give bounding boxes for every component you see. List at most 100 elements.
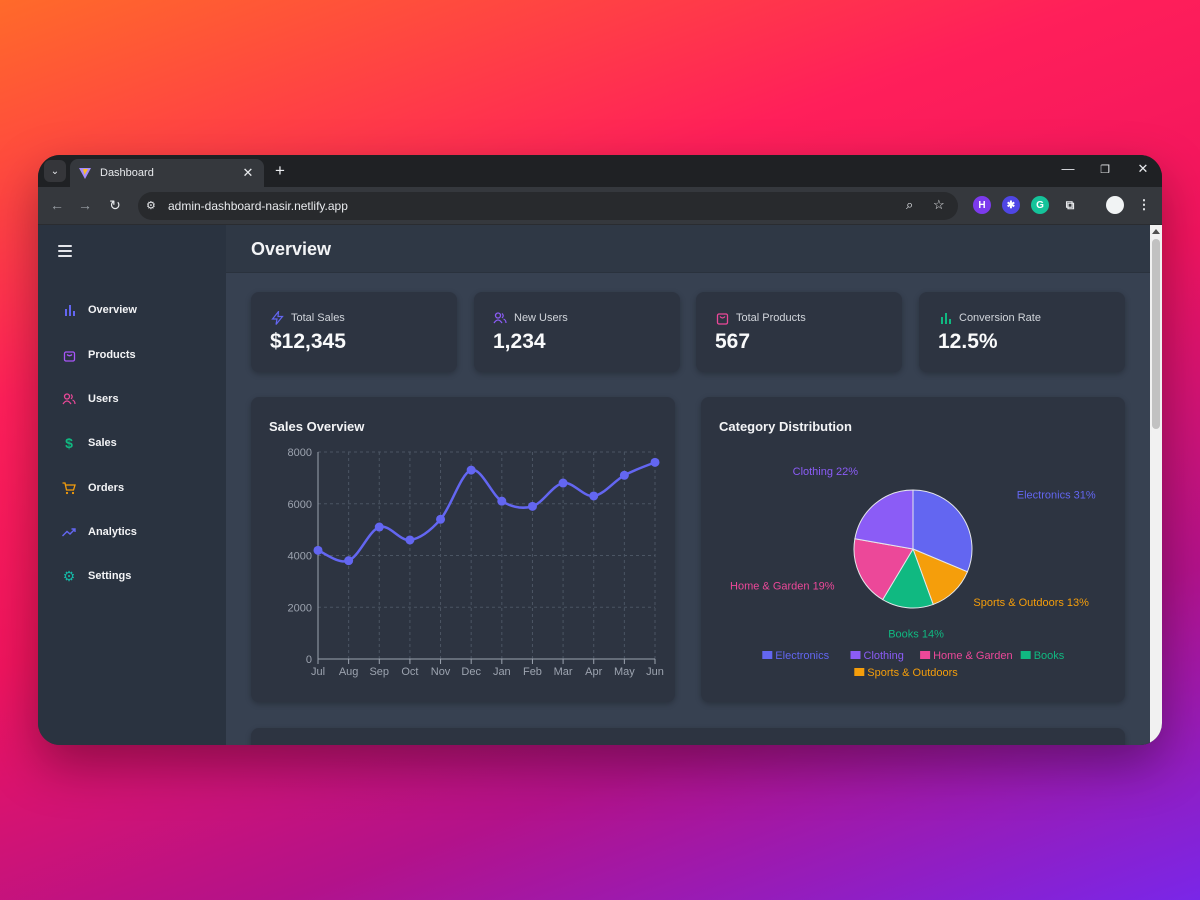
extension-icon[interactable]: ✱: [1002, 196, 1020, 214]
y-tick-label: 8000: [288, 447, 312, 459]
hamburger-menu-icon[interactable]: [58, 245, 72, 260]
profile-avatar[interactable]: [1106, 196, 1124, 214]
x-tick-label: Oct: [401, 666, 418, 678]
minimize-icon[interactable]: —: [1061, 161, 1075, 176]
x-tick-label: Feb: [523, 666, 542, 678]
legend-label: Electronics: [775, 650, 829, 662]
x-tick-label: Sep: [369, 666, 389, 678]
vertical-scrollbar[interactable]: [1150, 225, 1162, 745]
sidebar-item-analytics[interactable]: Analytics: [62, 522, 137, 542]
sidebar-item-users[interactable]: Users: [62, 389, 119, 409]
chart-title: Sales Overview: [269, 419, 365, 434]
x-tick-label: Aug: [339, 666, 359, 678]
shopping-bag-icon: [715, 311, 729, 325]
legend-label: Home & Garden: [933, 650, 1012, 662]
stat-label: Total Products: [736, 312, 806, 324]
main-content: Overview Total Sales $12,345 New Users: [226, 225, 1150, 745]
data-point: [344, 556, 354, 566]
pie-slice: [853, 538, 914, 601]
data-point: [313, 545, 323, 555]
bottom-section-card: [251, 728, 1125, 745]
browser-menu-icon[interactable]: ⋮: [1137, 197, 1151, 212]
sidebar-item-products[interactable]: Products: [62, 345, 136, 365]
bar-chart-icon: [938, 311, 952, 325]
sidebar-item-overview[interactable]: Overview: [62, 300, 137, 320]
sidebar-item-settings[interactable]: ⚙ Settings: [62, 566, 132, 586]
url-text[interactable]: admin-dashboard-nasir.netlify.app: [168, 199, 348, 213]
stat-value: $12,345: [270, 330, 346, 353]
pie-label: Home & Garden 19%: [730, 580, 835, 592]
gear-icon: ⚙: [62, 567, 76, 584]
data-point: [558, 478, 568, 488]
page-header: Overview: [226, 225, 1150, 273]
category-pie-chart: Electronics 31% Sports & Outdoors 13% Book…: [730, 466, 1096, 679]
scroll-up-arrow-icon[interactable]: [1152, 229, 1160, 234]
zap-icon: [270, 311, 284, 325]
stat-value: 567: [715, 330, 751, 353]
x-tick-label: Apr: [585, 666, 602, 678]
close-window-icon[interactable]: ✕: [1137, 161, 1149, 176]
sidebar-item-label: Products: [88, 349, 136, 361]
restore-icon[interactable]: ❐: [1100, 164, 1110, 176]
tab-dashboard[interactable]: Dashboard ✕: [70, 159, 264, 187]
site-info-icon[interactable]: ⚙: [146, 200, 156, 212]
x-tick-label: May: [614, 666, 635, 678]
pie-label: Clothing 22%: [793, 466, 859, 478]
legend-label: Sports & Outdoors: [867, 667, 958, 679]
x-tick-label: Jun: [646, 666, 664, 678]
sales-series-line: [317, 461, 656, 563]
users-icon: [62, 392, 76, 406]
x-tick-label: Jul: [311, 666, 325, 678]
data-point: [466, 465, 476, 475]
extensions-puzzle-icon[interactable]: ⧉: [1065, 197, 1075, 212]
reload-icon[interactable]: ↻: [109, 197, 121, 213]
bar-chart-icon: [62, 303, 76, 317]
data-point: [589, 491, 599, 501]
pie-slice: [854, 489, 914, 550]
data-point: [497, 496, 507, 506]
scroll-thumb[interactable]: [1152, 239, 1160, 429]
data-point: [650, 457, 660, 467]
pie-label: Books 14%: [888, 629, 944, 641]
data-point: [374, 522, 384, 532]
stat-card-total-sales: Total Sales $12,345: [251, 292, 457, 372]
pie-slice: [912, 489, 973, 573]
y-tick-label: 4000: [288, 551, 312, 563]
sidebar-item-label: Users: [88, 393, 119, 405]
legend-swatch: [854, 668, 865, 676]
stat-card-total-products: Total Products 567: [696, 292, 902, 372]
stat-card-conversion-rate: Conversion Rate 12.5%: [919, 292, 1125, 372]
grammarly-icon[interactable]: G: [1031, 196, 1049, 214]
users-icon: [493, 311, 507, 325]
sidebar: Overview Products Users $ Sales: [38, 225, 226, 745]
zoom-icon[interactable]: ⌕: [906, 197, 914, 212]
sidebar-item-sales[interactable]: $ Sales: [62, 433, 117, 453]
extension-icon[interactable]: H: [973, 196, 991, 214]
stat-label: Conversion Rate: [959, 312, 1041, 324]
stat-label: New Users: [514, 312, 568, 324]
chart-title: Category Distribution: [719, 419, 852, 434]
page-content: Overview Products Users $ Sales: [38, 225, 1162, 745]
back-icon[interactable]: ←: [50, 197, 64, 213]
bookmark-star-icon[interactable]: ☆: [933, 197, 945, 212]
address-bar[interactable]: ⚙ admin-dashboard-nasir.netlify.app ⌕ ☆: [138, 192, 958, 220]
y-tick-label: 2000: [288, 602, 312, 614]
stat-label: Total Sales: [291, 312, 345, 324]
sidebar-item-orders[interactable]: Orders: [62, 478, 124, 498]
tab-bar: ⌄ Dashboard ✕ + — ❐ ✕: [38, 155, 1162, 187]
data-point: [405, 535, 415, 545]
sidebar-item-label: Sales: [88, 437, 117, 449]
tab-search-icon[interactable]: ⌄: [44, 160, 66, 182]
category-distribution-card: Category Distribution Electronics 31% Spo…: [701, 397, 1125, 702]
y-tick-label: 0: [306, 654, 312, 666]
shopping-bag-icon: [62, 348, 76, 362]
legend-swatch: [762, 651, 773, 659]
data-point: [619, 470, 629, 480]
x-tick-label: Nov: [431, 666, 451, 678]
forward-icon[interactable]: →: [78, 197, 92, 213]
pie-slice: [882, 547, 934, 609]
new-tab-icon[interactable]: +: [275, 161, 285, 180]
browser-window: ⌄ Dashboard ✕ + — ❐ ✕ ← → ↻ ⚙ admin-dash…: [38, 155, 1162, 745]
close-tab-icon[interactable]: ✕: [242, 165, 254, 180]
stat-card-new-users: New Users 1,234: [474, 292, 680, 372]
